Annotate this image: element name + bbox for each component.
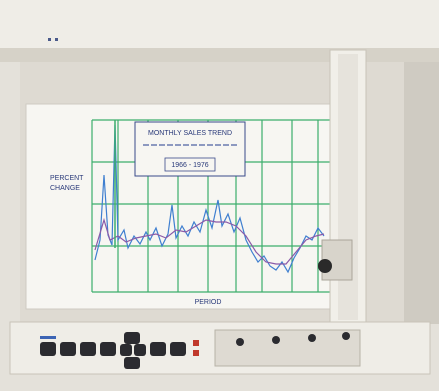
button[interactable] bbox=[120, 344, 132, 356]
y-axis-label: CHANGE bbox=[50, 185, 80, 192]
button[interactable] bbox=[60, 342, 76, 356]
years-box bbox=[164, 157, 216, 172]
trace bbox=[94, 217, 325, 265]
button[interactable] bbox=[150, 342, 166, 356]
title-box bbox=[134, 121, 246, 177]
button[interactable] bbox=[170, 342, 186, 356]
indicator bbox=[40, 336, 56, 339]
plot-title: MONTHLY SALES TREND bbox=[148, 130, 232, 137]
indicator bbox=[193, 340, 199, 346]
button[interactable] bbox=[100, 342, 116, 356]
bed-side bbox=[404, 62, 439, 324]
pen-slot bbox=[308, 334, 316, 342]
button[interactable] bbox=[40, 342, 56, 356]
pen-slot bbox=[342, 332, 350, 340]
plot-years: 1966 - 1976 bbox=[171, 162, 208, 169]
button[interactable] bbox=[134, 344, 146, 356]
trace bbox=[94, 124, 325, 274]
y-axis-label: PERCENT bbox=[50, 175, 84, 182]
button[interactable] bbox=[124, 357, 140, 369]
plotter-rail bbox=[0, 48, 439, 62]
plotter-top bbox=[0, 0, 439, 50]
buttons bbox=[40, 332, 350, 369]
pen-slot bbox=[272, 336, 280, 344]
marker bbox=[48, 38, 51, 41]
indicator bbox=[193, 350, 199, 356]
button[interactable] bbox=[124, 332, 140, 344]
pen-rack bbox=[214, 329, 361, 367]
x-axis-label: PERIOD bbox=[195, 299, 222, 306]
pen bbox=[318, 259, 332, 273]
marker bbox=[55, 38, 58, 41]
pen-slot bbox=[236, 338, 244, 346]
button[interactable] bbox=[80, 342, 96, 356]
